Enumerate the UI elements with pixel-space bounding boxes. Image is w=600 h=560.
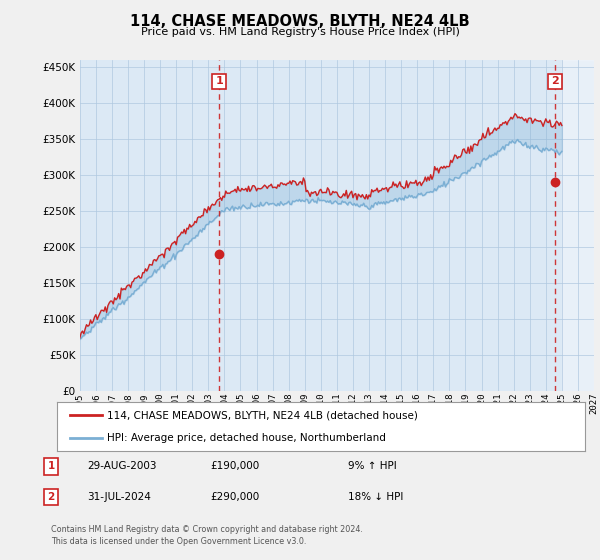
Bar <box>562 60 594 391</box>
Text: This data is licensed under the Open Government Licence v3.0.: This data is licensed under the Open Gov… <box>51 537 307 546</box>
Text: 114, CHASE MEADOWS, BLYTH, NE24 4LB (detached house): 114, CHASE MEADOWS, BLYTH, NE24 4LB (det… <box>107 410 418 421</box>
Text: 114, CHASE MEADOWS, BLYTH, NE24 4LB: 114, CHASE MEADOWS, BLYTH, NE24 4LB <box>130 14 470 29</box>
Text: £290,000: £290,000 <box>210 492 259 502</box>
Text: £190,000: £190,000 <box>210 461 259 472</box>
Text: 29-AUG-2003: 29-AUG-2003 <box>87 461 157 472</box>
Text: 9% ↑ HPI: 9% ↑ HPI <box>348 461 397 472</box>
Text: Price paid vs. HM Land Registry's House Price Index (HPI): Price paid vs. HM Land Registry's House … <box>140 27 460 37</box>
Text: 31-JUL-2024: 31-JUL-2024 <box>87 492 151 502</box>
Text: 2: 2 <box>551 76 559 86</box>
Text: Contains HM Land Registry data © Crown copyright and database right 2024.: Contains HM Land Registry data © Crown c… <box>51 525 363 534</box>
Text: 2: 2 <box>47 492 55 502</box>
Text: 18% ↓ HPI: 18% ↓ HPI <box>348 492 403 502</box>
Text: HPI: Average price, detached house, Northumberland: HPI: Average price, detached house, Nort… <box>107 433 386 444</box>
Text: 1: 1 <box>215 76 223 86</box>
Text: 1: 1 <box>47 461 55 472</box>
